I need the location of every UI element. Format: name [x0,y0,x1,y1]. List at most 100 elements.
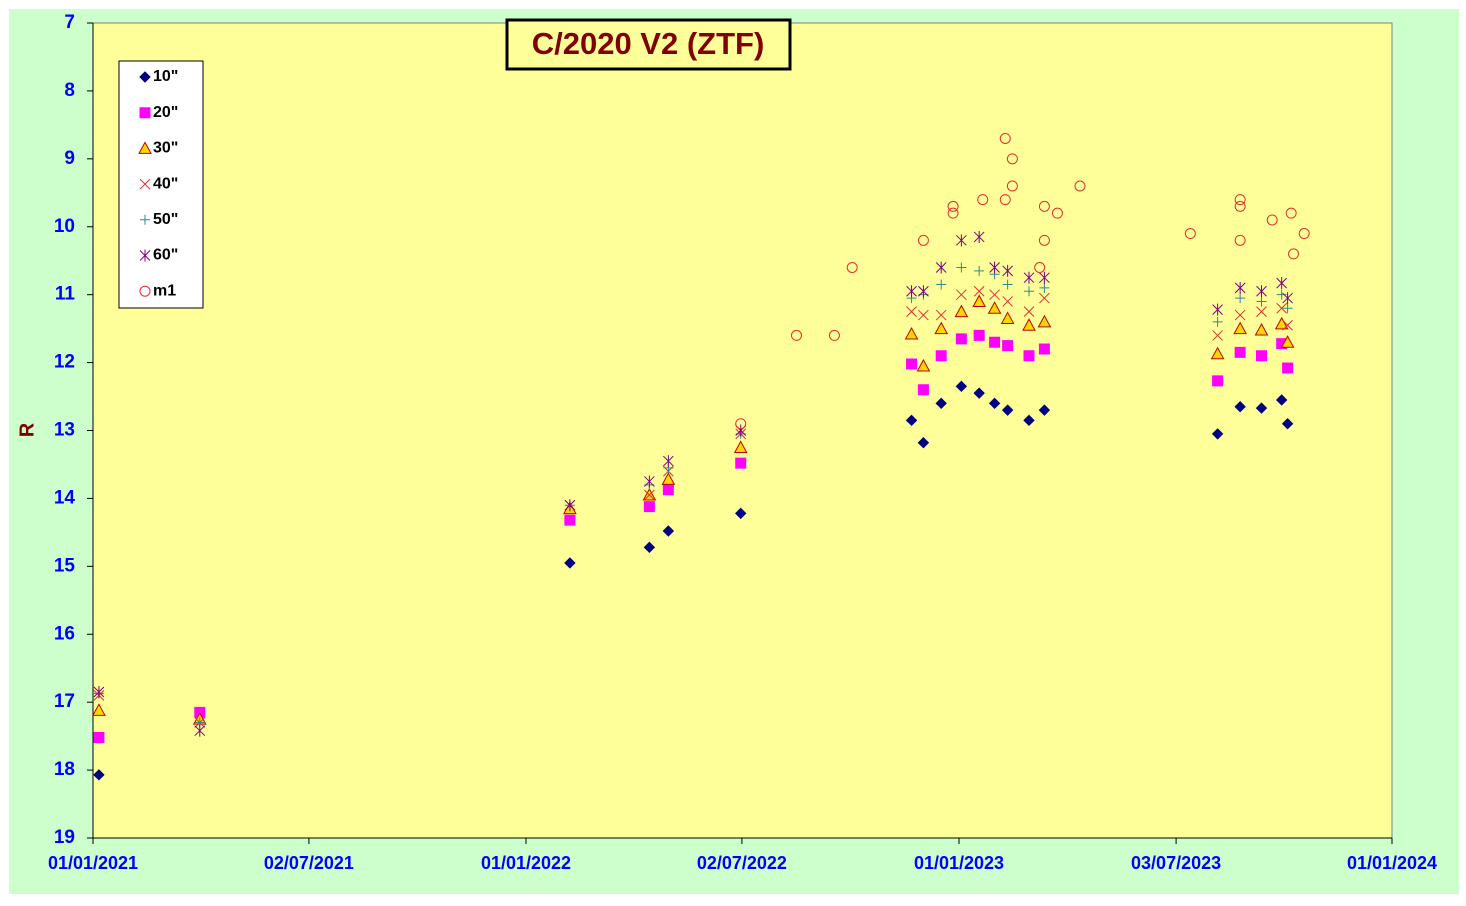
data-point [1038,404,1051,416]
data-point [1039,282,1050,293]
data-point [1234,346,1246,358]
title-box [505,18,792,71]
legend-marker [139,285,151,297]
data-point [194,724,206,737]
data-point [977,194,989,206]
data-point [1288,248,1300,260]
data-point [947,200,959,212]
legend-label: m1 [153,282,176,299]
legend-marker [138,141,152,154]
legend-marker [139,178,151,190]
data-point [735,418,747,430]
data-point [935,309,947,321]
chart-title: C/2020 V2 (ZTF) [532,26,765,61]
data-point [987,301,1002,314]
data-point [643,501,655,513]
data-point [936,279,947,290]
data-point [999,133,1011,144]
legend-box [118,60,204,309]
y-tick-label: 18 [54,759,75,780]
data-point [735,457,747,469]
data-point [1274,316,1289,330]
data-point [1282,362,1294,374]
data-point [643,541,656,554]
data-point [1234,234,1246,246]
data-point [1034,262,1046,273]
data-point [1276,289,1287,300]
data-point [564,499,576,512]
data-point [988,397,1001,410]
data-point [735,507,747,520]
data-point [846,262,858,273]
data-point [1282,292,1293,305]
data-point [663,455,674,468]
data-point [1038,234,1050,246]
data-point [934,321,949,335]
y-tick-label: 13 [54,420,75,441]
data-point [917,384,929,396]
data-point [1234,200,1246,212]
data-point [644,475,655,488]
data-point [974,265,985,276]
data-point [1006,180,1018,192]
data-point [1282,319,1293,331]
data-point [1235,293,1246,304]
data-point [1256,296,1267,307]
data-point [1184,228,1196,239]
data-point [1002,279,1013,290]
data-point [1266,214,1278,226]
data-point [93,731,105,743]
data-point [955,333,967,345]
data-point [1211,428,1224,440]
y-tick-label: 15 [54,555,76,576]
data-point [1023,271,1035,284]
data-point [662,484,674,496]
y-tick-label: 7 [64,12,75,33]
data-point [935,397,947,410]
data-point [1001,404,1014,416]
plot-area [92,22,1393,839]
data-point [1038,343,1050,355]
data-point [1276,277,1288,290]
legend-label: 40" [153,175,178,192]
x-tick-label: 02/07/2022 [697,853,787,873]
legend-label: 20" [153,104,178,121]
data-point [828,329,840,341]
data-point [954,304,969,318]
data-point [904,327,919,340]
data-point [733,440,748,453]
data-point [935,261,947,274]
data-point [1002,340,1014,352]
data-point [973,230,985,243]
y-tick-label: 10 [54,216,75,237]
data-point [1234,401,1246,413]
data-point [1039,292,1050,304]
data-point [790,329,802,341]
data-point [916,358,931,372]
data-point [935,350,947,362]
legend-label: 50" [153,211,178,228]
y-tick-label: 14 [54,487,76,508]
data-point [662,525,675,537]
legend-marker [139,107,151,119]
y-tick-label: 16 [54,623,75,644]
data-point [906,285,917,298]
data-point [1023,350,1035,362]
data-point [1212,330,1223,341]
data-point [1023,414,1035,427]
data-point [1023,306,1035,317]
y-axis-label: R [16,422,38,437]
data-point [1256,306,1267,317]
data-point [661,472,676,485]
data-point [955,380,968,393]
legend-label: 60" [153,247,178,264]
x-tick-label: 01/01/2024 [1347,853,1437,873]
data-point [1234,309,1246,321]
data-point [905,414,918,427]
data-point [989,261,1000,274]
data-point [973,387,985,399]
data-point [1256,285,1267,298]
legend-marker [139,249,151,262]
data-point [1002,296,1013,307]
data-point [1038,200,1050,212]
